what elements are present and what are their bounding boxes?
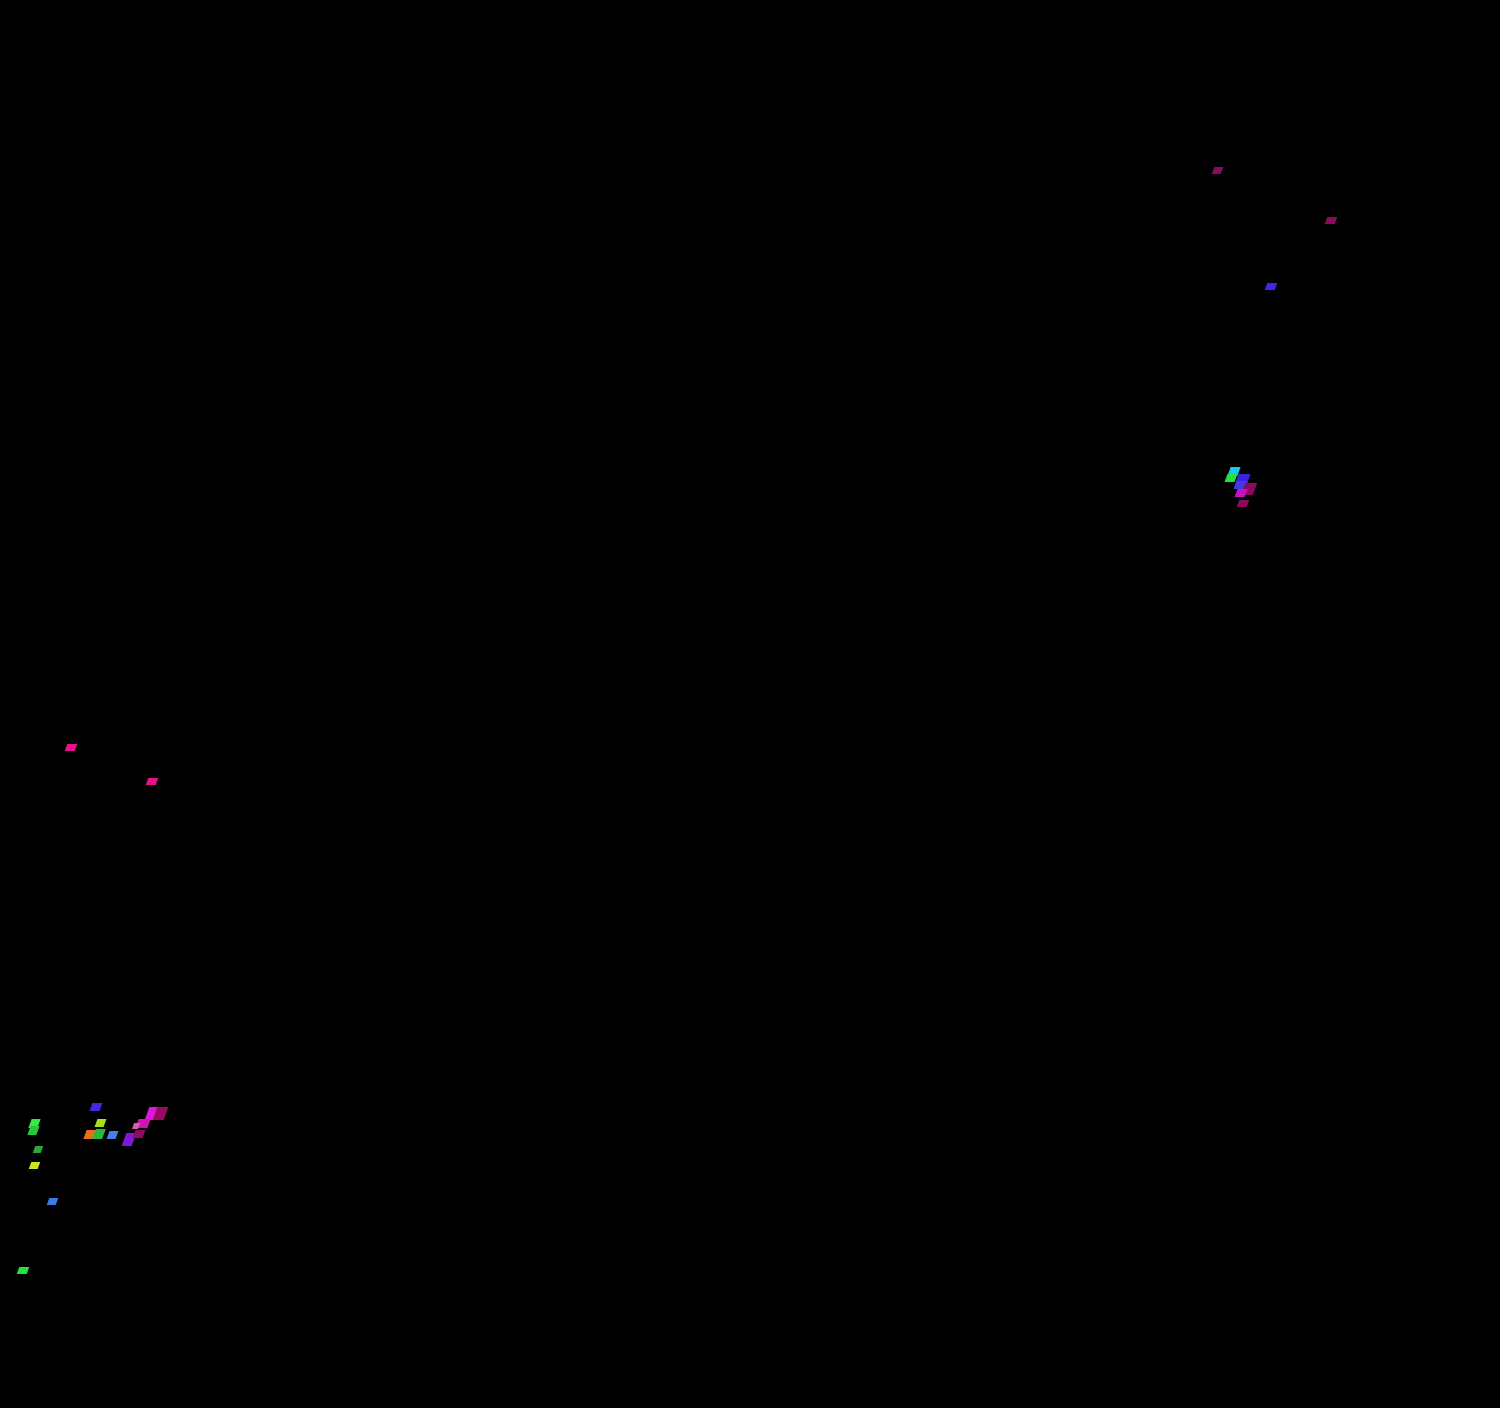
speck-marker: [16, 1267, 30, 1274]
speck-marker: [106, 1131, 119, 1139]
speck-marker: [1211, 167, 1224, 174]
speck-marker: [131, 1123, 141, 1129]
speck-marker: [1264, 283, 1278, 290]
speck-marker: [27, 1126, 40, 1135]
speck-marker: [89, 1103, 103, 1111]
speck-marker: [1324, 217, 1338, 224]
speck-marker: [64, 744, 78, 751]
speck-marker: [92, 1129, 106, 1139]
speck-marker: [1234, 489, 1248, 497]
speck-marker: [32, 1146, 44, 1153]
speck-marker: [145, 778, 159, 785]
speck-marker: [1236, 500, 1250, 507]
speck-marker: [94, 1119, 107, 1127]
speck-marker: [28, 1162, 41, 1169]
speck-marker: [132, 1130, 146, 1138]
speck-marker: [46, 1198, 59, 1205]
